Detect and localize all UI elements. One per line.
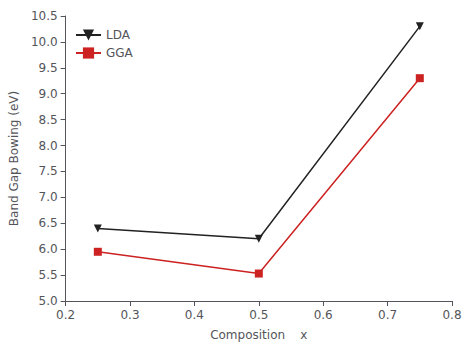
- svg-text:0.8: 0.8: [442, 308, 461, 322]
- svg-text:8.0: 8.0: [39, 139, 58, 153]
- svg-text:LDA: LDA: [106, 28, 131, 42]
- svg-text:7.0: 7.0: [39, 190, 58, 204]
- svg-text:0.2: 0.2: [56, 308, 75, 322]
- svg-text:0.3: 0.3: [120, 308, 139, 322]
- svg-text:8.5: 8.5: [39, 113, 58, 127]
- svg-text:Composition x: Composition x: [210, 328, 307, 342]
- svg-text:0.7: 0.7: [378, 308, 397, 322]
- svg-text:GGA: GGA: [106, 46, 134, 60]
- svg-text:0.6: 0.6: [314, 308, 333, 322]
- svg-text:0.5: 0.5: [249, 308, 268, 322]
- svg-text:0.4: 0.4: [185, 308, 204, 322]
- svg-text:7.5: 7.5: [39, 164, 58, 178]
- svg-text:5.0: 5.0: [39, 294, 58, 308]
- svg-text:9.0: 9.0: [39, 87, 58, 101]
- svg-text:6.5: 6.5: [39, 216, 58, 230]
- svg-text:Band Gap Bowing (eV): Band Gap Bowing (eV): [7, 91, 21, 226]
- svg-text:10.0: 10.0: [31, 35, 58, 49]
- svg-text:10.5: 10.5: [31, 9, 58, 23]
- svg-text:6.0: 6.0: [39, 242, 58, 256]
- svg-text:9.5: 9.5: [39, 61, 58, 75]
- svg-text:5.5: 5.5: [39, 268, 58, 282]
